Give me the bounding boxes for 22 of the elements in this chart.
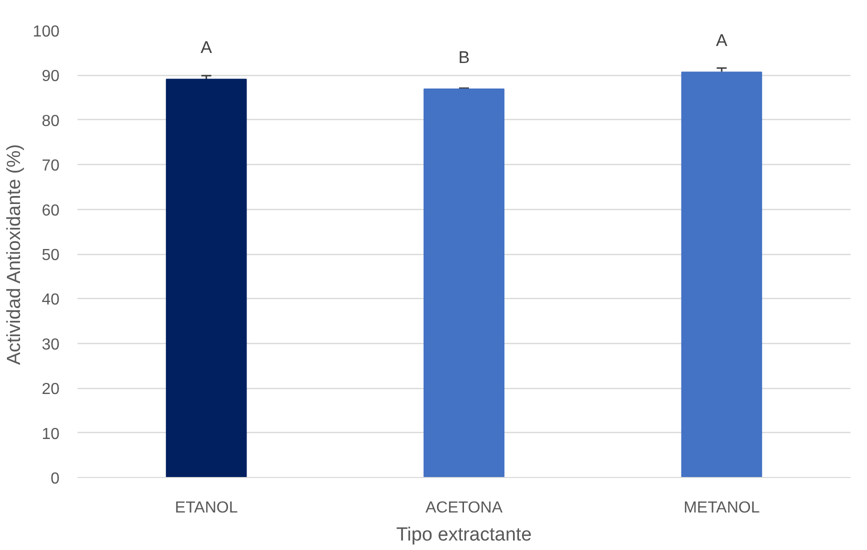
y-tick-label: 80 [42, 112, 60, 130]
x-tick-label: METANOL [684, 500, 760, 516]
y-tick-label: 100 [32, 24, 60, 40]
bar [424, 88, 504, 478]
y-tick-label: 40 [42, 292, 60, 309]
x-tick-label: ACETONA [425, 500, 503, 516]
y-tick-label: 10 [42, 426, 60, 443]
y-tick-label: 20 [42, 381, 60, 398]
y-axis-title: Actividad Antioxidante (%) [4, 144, 25, 365]
bar [681, 72, 762, 478]
annotation: A [716, 31, 728, 50]
x-tick-label: ETANOL [174, 500, 238, 516]
y-tick-label: 60 [42, 202, 60, 220]
x-axis-title: Tipo extractante [396, 524, 532, 546]
y-tick-label: 30 [42, 336, 60, 354]
y-tick-label: 90 [42, 68, 60, 86]
bar [166, 78, 247, 478]
y-tick-label: 70 [42, 158, 60, 175]
y-tick-label: 0 [50, 470, 60, 488]
annotation: A [200, 38, 213, 58]
annotation: B [458, 48, 470, 68]
y-tick-label: 50 [42, 247, 60, 264]
